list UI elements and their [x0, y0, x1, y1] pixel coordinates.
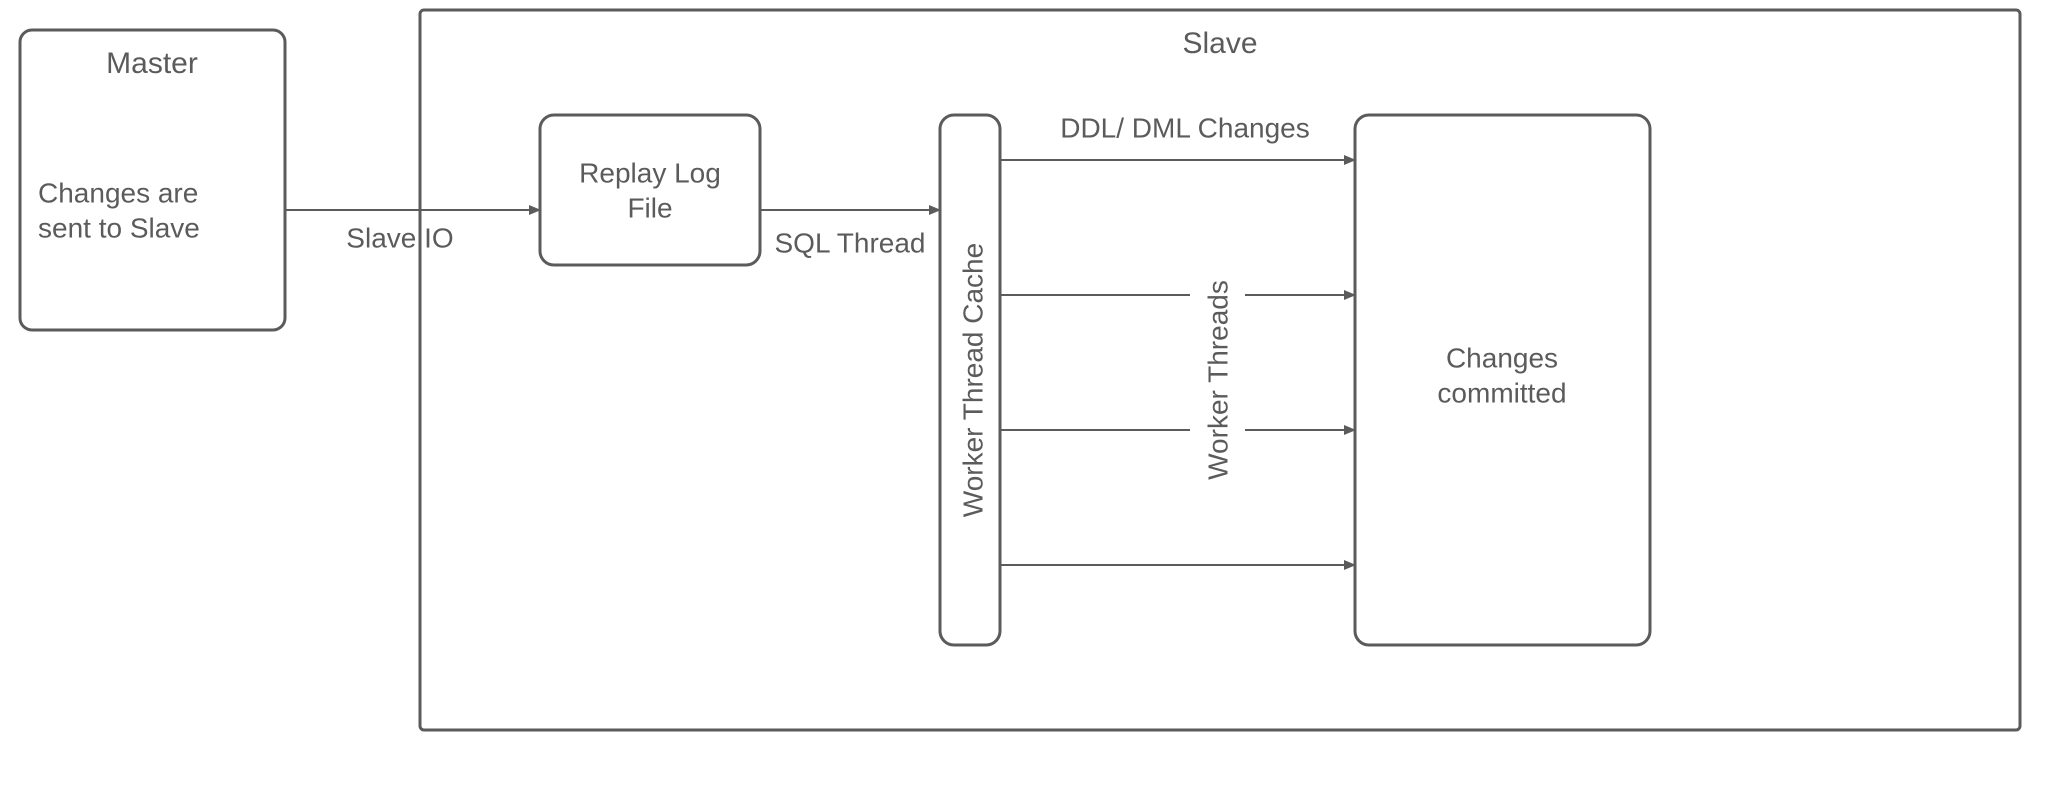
edge-ddl-dml-label: DDL/ DML Changes — [1060, 112, 1310, 143]
edge-slave-io-label: Slave IO — [346, 222, 453, 253]
master-body-line2: sent to Slave — [38, 212, 200, 243]
worker-threads-label: Worker Threads — [1202, 280, 1233, 480]
slave-title: Slave — [1182, 27, 1257, 60]
edge-sql-thread-label: SQL Thread — [775, 227, 926, 258]
master-title: Master — [106, 47, 198, 80]
worker-thread-cache-label: Worker Thread Cache — [957, 243, 988, 517]
replay-log-line1: Replay Log — [579, 157, 721, 188]
changes-committed-line2: committed — [1437, 377, 1566, 408]
master-body-line1: Changes are — [38, 177, 198, 208]
replay-log-line2: File — [627, 192, 672, 223]
changes-committed-line1: Changes — [1446, 342, 1558, 373]
replay-log-box — [540, 115, 760, 265]
